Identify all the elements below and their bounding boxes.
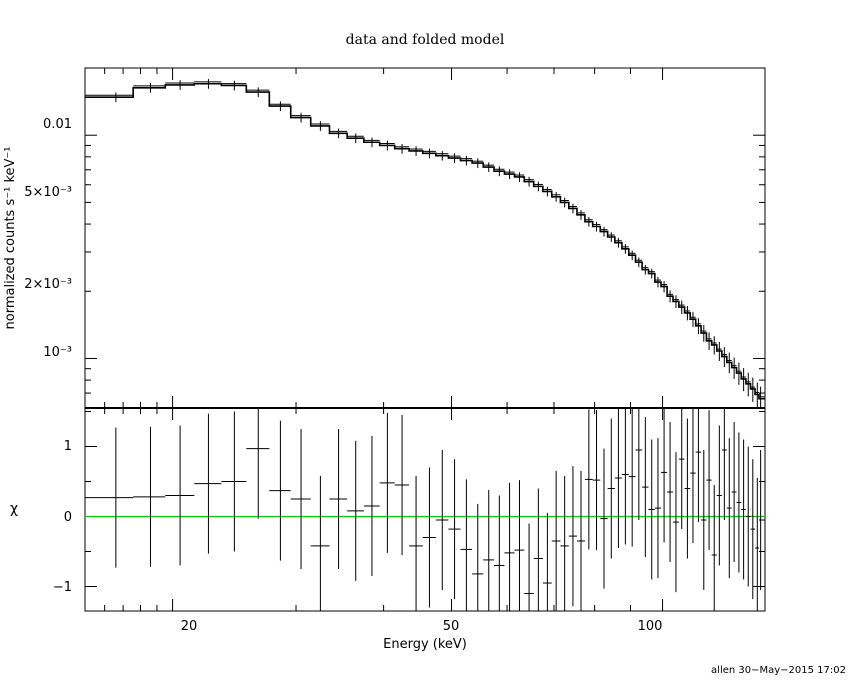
folded-model-line xyxy=(85,82,765,400)
bottom-panel-frame xyxy=(84,407,766,612)
xtick-label-20: 20 xyxy=(181,619,198,634)
ytick-label-minus1: −1 xyxy=(53,580,72,595)
top-panel-frame xyxy=(84,67,766,409)
x-axis-label: Energy (keV) xyxy=(383,637,467,652)
axis-ticks xyxy=(85,67,765,611)
ytick-label-1: 1 xyxy=(64,439,72,454)
xtick-label-100: 100 xyxy=(638,619,663,634)
xtick-label-50: 50 xyxy=(443,619,460,634)
y-axis-label-top: normalized counts s⁻¹ keV⁻¹ xyxy=(3,147,18,330)
ytick-label-0.01: 0.01 xyxy=(43,117,72,132)
bottom-panel-data xyxy=(85,408,765,611)
ytick-label-5e-3: 5×10⁻³ xyxy=(24,185,72,200)
ytick-label-1e-3: 10⁻³ xyxy=(43,345,72,360)
y-axis-label-bottom: χ xyxy=(10,501,18,517)
footer-stamp: allen 30−May−2015 17:02 xyxy=(711,665,846,676)
ytick-label-0: 0 xyxy=(64,510,72,525)
top-panel-data xyxy=(85,79,765,408)
chart-title: data and folded model xyxy=(346,32,505,48)
ytick-label-2e-3: 2×10⁻³ xyxy=(24,277,72,292)
